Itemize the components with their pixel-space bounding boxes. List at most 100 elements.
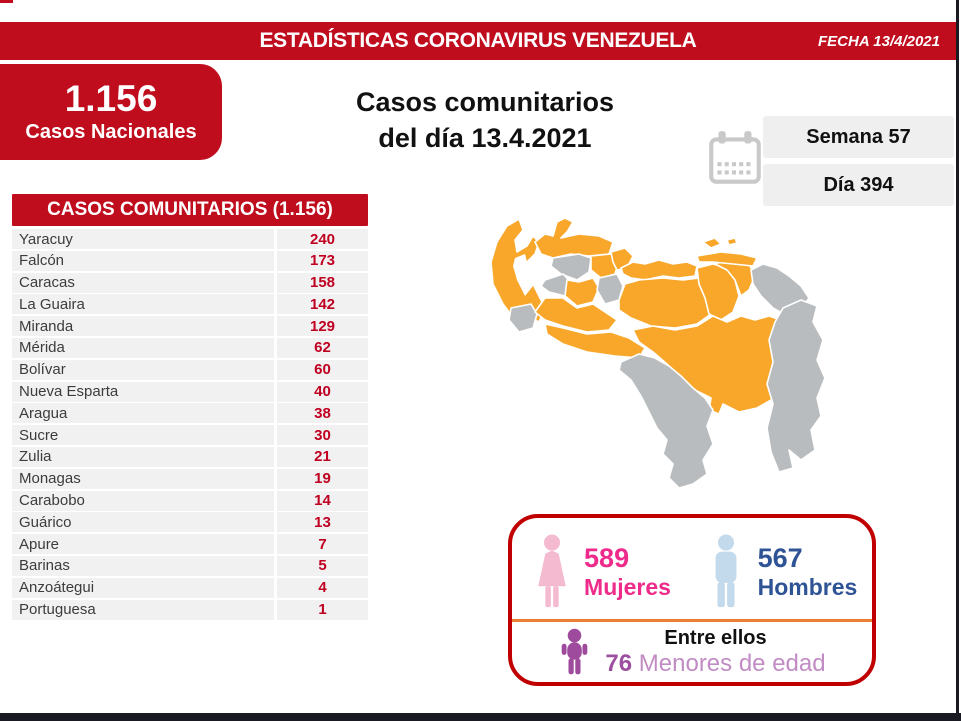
map-region-apure <box>544 323 646 359</box>
main-title: Casos comunitarios del día 13.4.2021 <box>315 84 655 156</box>
table-row: Barinas 5 <box>12 555 368 576</box>
state-cases: 240 <box>277 229 368 249</box>
state-cases: 5 <box>277 555 368 576</box>
men-label: Hombres <box>757 573 858 600</box>
minors-intro: Entre ellos <box>664 627 767 649</box>
table-row: Nueva Esparta 40 <box>12 381 368 402</box>
main-title-line1: Casos comunitarios <box>355 87 615 117</box>
men-group: 567 Hombres <box>692 518 872 619</box>
map-region-esequibo <box>766 299 826 473</box>
table-row: Zulia 21 <box>12 446 368 467</box>
demographics-box: 589 Mujeres 567 Hombres <box>508 514 876 686</box>
table-row: Aragua 38 <box>12 403 368 424</box>
state-name: Apure <box>12 534 274 555</box>
venezuela-map <box>490 217 826 489</box>
state-name: Zulia <box>12 446 274 467</box>
national-cases-value: 1.156 <box>64 78 158 119</box>
state-name: La Guaira <box>12 294 274 315</box>
state-cases: 13 <box>277 512 368 533</box>
map-region-costa-central <box>620 259 698 281</box>
table-title: CASOS COMUNITARIOS (1.156) <box>12 194 368 226</box>
map-region-trujillo <box>550 253 592 281</box>
state-cases: 60 <box>277 359 368 380</box>
map-region-sucre <box>696 251 758 267</box>
state-name: Yaracuy <box>12 229 274 249</box>
national-cases-box: 1.156 Casos Nacionales <box>0 64 222 160</box>
map-region-tachira <box>508 303 538 333</box>
table-row: Sucre 30 <box>12 425 368 446</box>
table-row: Miranda 129 <box>12 316 368 337</box>
state-cases: 129 <box>277 316 368 337</box>
state-name: Barinas <box>12 555 274 576</box>
state-name: Aragua <box>12 403 274 424</box>
table-row: Guárico 13 <box>12 512 368 533</box>
minors-count: 76 <box>605 650 633 677</box>
gender-row: 589 Mujeres 567 Hombres <box>512 518 872 619</box>
map-region-nueva-esparta-1 <box>702 237 722 249</box>
map-region-nueva-esparta-2 <box>726 237 738 246</box>
minors-group: Entre ellos 76 Menores de edad <box>512 622 872 682</box>
state-cases: 19 <box>277 468 368 489</box>
orange-divider <box>512 619 872 622</box>
map-region-amazonas <box>618 353 714 489</box>
page-right-frame <box>956 0 959 721</box>
map-region-falcon <box>534 217 614 259</box>
state-cases: 62 <box>277 337 368 358</box>
state-name: Bolívar <box>12 359 274 380</box>
page-bottom-frame <box>0 713 961 721</box>
state-cases: 21 <box>277 446 368 467</box>
table-row: Monagas 19 <box>12 468 368 489</box>
state-name: Sucre <box>12 425 274 446</box>
state-cases: 38 <box>277 403 368 424</box>
state-cases: 30 <box>277 425 368 446</box>
child-icon <box>562 628 588 674</box>
state-cases: 40 <box>277 381 368 402</box>
women-label: Mujeres <box>584 573 671 600</box>
table-row: Caracas 158 <box>12 272 368 293</box>
state-cases: 4 <box>277 577 368 598</box>
state-name: Miranda <box>12 316 274 337</box>
minors-label: Menores de edad <box>638 650 826 677</box>
male-icon <box>715 533 737 607</box>
top-bar: ESTADÍSTICAS CORONAVIRUS VENEZUELA FECHA… <box>0 22 956 60</box>
table-row: Falcón 173 <box>12 250 368 271</box>
state-cases: 14 <box>277 490 368 511</box>
table-row: Anzoátegui 4 <box>12 577 368 598</box>
table-row: Apure 7 <box>12 534 368 555</box>
day-badge: Día 394 <box>763 164 954 206</box>
top-left-mark <box>0 0 13 3</box>
women-group: 589 Mujeres <box>512 518 692 619</box>
week-badge: Semana 57 <box>763 116 954 158</box>
state-name: Falcón <box>12 250 274 271</box>
table-row: Yaracuy 240 <box>12 229 368 249</box>
state-name: Guárico <box>12 512 274 533</box>
map-region-portuguesa <box>564 277 600 307</box>
state-name: Carabobo <box>12 490 274 511</box>
table-body: Yaracuy 240 Falcón 173 Caracas 158 La Guaira 14… <box>12 229 368 620</box>
state-name: Portuguesa <box>12 599 274 620</box>
state-cases: 173 <box>277 250 368 271</box>
calendar-icon <box>709 131 761 184</box>
national-cases-label: Casos Nacionales <box>25 121 197 143</box>
women-count: 589 <box>584 542 630 573</box>
minors-line: 76 Menores de edad <box>605 650 825 678</box>
table-row: Carabobo 14 <box>12 490 368 511</box>
table-row: Portuguesa 1 <box>12 599 368 620</box>
table-row: La Guaira 142 <box>12 294 368 315</box>
main-title-line2: del día 13.4.2021 <box>378 123 592 153</box>
state-name: Caracas <box>12 272 274 293</box>
state-name: Mérida <box>12 337 274 358</box>
female-icon <box>538 533 566 607</box>
state-name: Monagas <box>12 468 274 489</box>
table-row: Mérida 62 <box>12 337 368 358</box>
state-cases: 1 <box>277 599 368 620</box>
community-cases-table: CASOS COMUNITARIOS (1.156) Yaracuy 240 Fal… <box>12 194 368 620</box>
state-cases: 7 <box>277 534 368 555</box>
state-name: Anzoátegui <box>12 577 274 598</box>
page-title: ESTADÍSTICAS CORONAVIRUS VENEZUELA <box>259 29 697 52</box>
state-cases: 142 <box>277 294 368 315</box>
table-row: Bolívar 60 <box>12 359 368 380</box>
map-region-lago-maracaibo <box>513 254 533 296</box>
date-label: FECHA 13/4/2021 <box>817 32 940 50</box>
